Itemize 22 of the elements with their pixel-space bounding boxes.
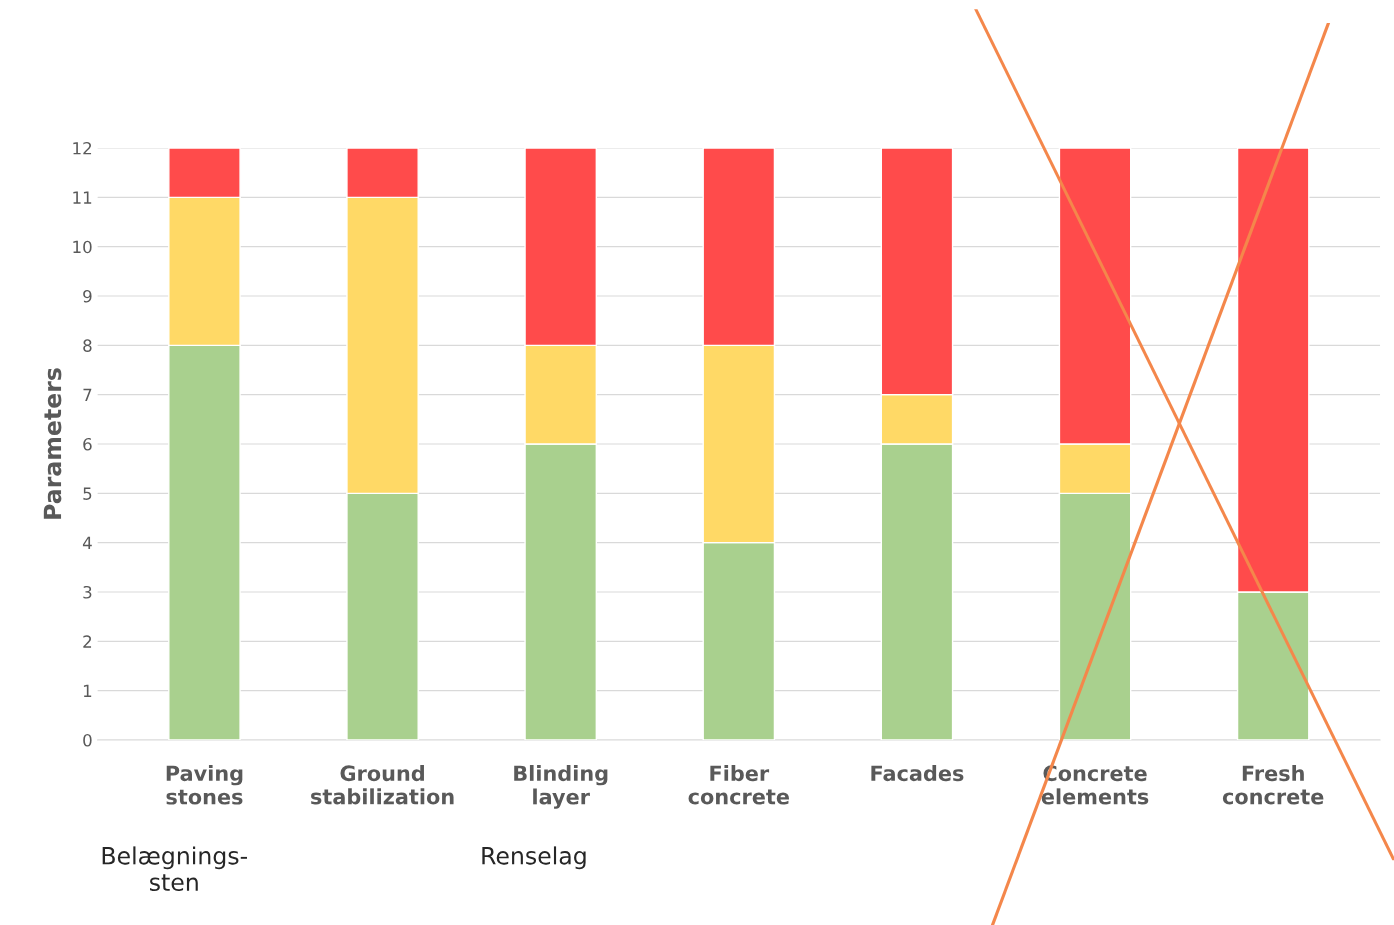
text: Belægnings- sten bbox=[102, 846, 247, 892]
x-tick-label: Paving stones bbox=[166, 765, 243, 805]
x-tick-label: Blinding layer bbox=[514, 765, 608, 809]
y-tick-label: 2 bbox=[83, 635, 92, 648]
x-tick-label: Fiber concrete bbox=[688, 765, 789, 805]
y-tick-label: 9 bbox=[83, 289, 92, 303]
y-tick-label: 0 bbox=[83, 733, 92, 747]
y-tick-label: 8 bbox=[83, 339, 92, 352]
y-tick-label: 12 bbox=[73, 141, 92, 155]
y-tick-label: 1 bbox=[83, 684, 92, 697]
y-tick-label: 3 bbox=[83, 585, 92, 599]
y-tick-label: 6 bbox=[83, 437, 92, 451]
y-tick-label: 5 bbox=[83, 487, 92, 500]
y-axis-title: Parameters bbox=[43, 368, 62, 519]
y-tick-label: 10 bbox=[73, 240, 92, 254]
y-tick-label: 4 bbox=[82, 536, 92, 549]
y-tick-label: 7 bbox=[83, 388, 92, 401]
x-tick-label: Fresh concrete bbox=[1222, 765, 1324, 805]
text: Renselag bbox=[482, 846, 586, 870]
y-tick-label: 11 bbox=[73, 191, 92, 204]
x-tick-label: Ground stabilization bbox=[311, 765, 454, 805]
x-tick-label: Facades bbox=[871, 765, 964, 782]
